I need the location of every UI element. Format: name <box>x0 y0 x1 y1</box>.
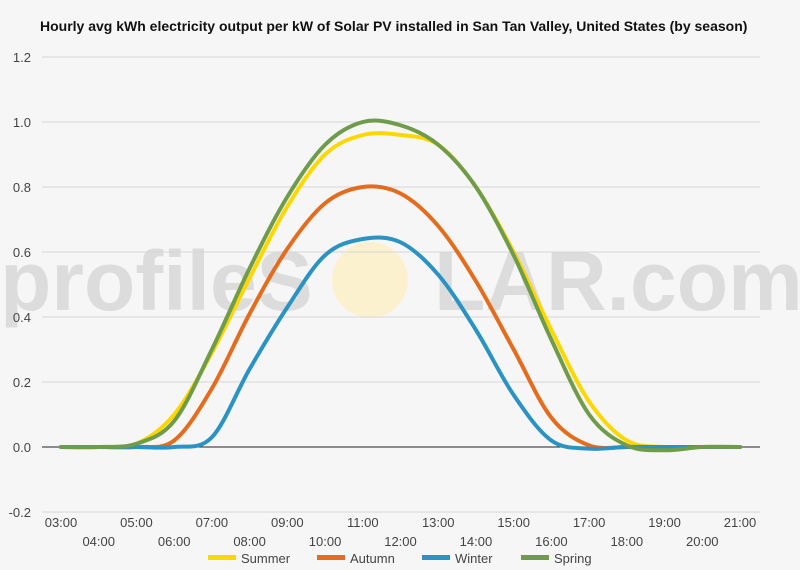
x-tick-label: 03:00 <box>45 515 78 530</box>
legend-label-winter: Winter <box>455 551 493 566</box>
y-tick-label: 1.2 <box>13 50 31 65</box>
x-tick-label: 06:00 <box>158 534 191 549</box>
x-tick-label: 13:00 <box>422 515 455 530</box>
y-tick-label: 0.0 <box>13 440 31 455</box>
grid-lines <box>42 56 760 513</box>
x-tick-label: 16:00 <box>535 534 568 549</box>
x-axis: 03:00 04:00 05:00 06:00 07:00 08:00 09:00 10:00… <box>45 515 757 549</box>
y-tick-label: 0.2 <box>13 375 31 390</box>
x-tick-label: 11:00 <box>347 515 379 530</box>
y-tick-label: 0.4 <box>13 310 31 325</box>
y-tick-label: 0.6 <box>13 245 31 260</box>
x-tick-label: 20:00 <box>686 534 719 549</box>
legend: Summer Autumn Winter Spring <box>208 551 592 566</box>
watermark: profileSOLAR.com <box>0 234 800 328</box>
x-tick-label: 05:00 <box>120 515 153 530</box>
x-tick-label: 18:00 <box>611 534 644 549</box>
series-line-summer <box>59 131 742 450</box>
x-tick-label: 15:00 <box>497 515 530 530</box>
legend-label-summer: Summer <box>241 551 291 566</box>
y-tick-label: 0.8 <box>13 180 31 195</box>
legend-label-autumn: Autumn <box>350 551 395 566</box>
legend-swatch-spring <box>521 555 549 560</box>
legend-label-spring: Spring <box>554 551 592 566</box>
x-tick-label: 08:00 <box>233 534 266 549</box>
series-line-spring <box>59 118 742 453</box>
y-tick-label: -0.2 <box>9 505 31 520</box>
x-tick-label: 21:00 <box>724 515 757 530</box>
watermark-sun-icon <box>332 242 408 318</box>
x-tick-label: 17:00 <box>573 515 606 530</box>
x-tick-label: 12:00 <box>384 534 417 549</box>
series-lines <box>59 118 742 453</box>
chart-title: Hourly avg kWh electricity output per kW… <box>40 18 748 34</box>
x-tick-label: 04:00 <box>82 534 115 549</box>
x-tick-label: 14:00 <box>460 534 493 549</box>
x-tick-label: 07:00 <box>196 515 229 530</box>
x-tick-label: 09:00 <box>271 515 304 530</box>
y-tick-label: 1.0 <box>13 115 31 130</box>
x-tick-label: 19:00 <box>648 515 681 530</box>
legend-swatch-autumn <box>317 555 345 560</box>
x-tick-label: 10:00 <box>309 534 342 549</box>
y-axis: -0.2 0.0 0.2 0.4 0.6 0.8 1.0 1.2 <box>9 50 31 520</box>
legend-swatch-summer <box>208 555 236 560</box>
legend-swatch-winter <box>422 555 450 560</box>
